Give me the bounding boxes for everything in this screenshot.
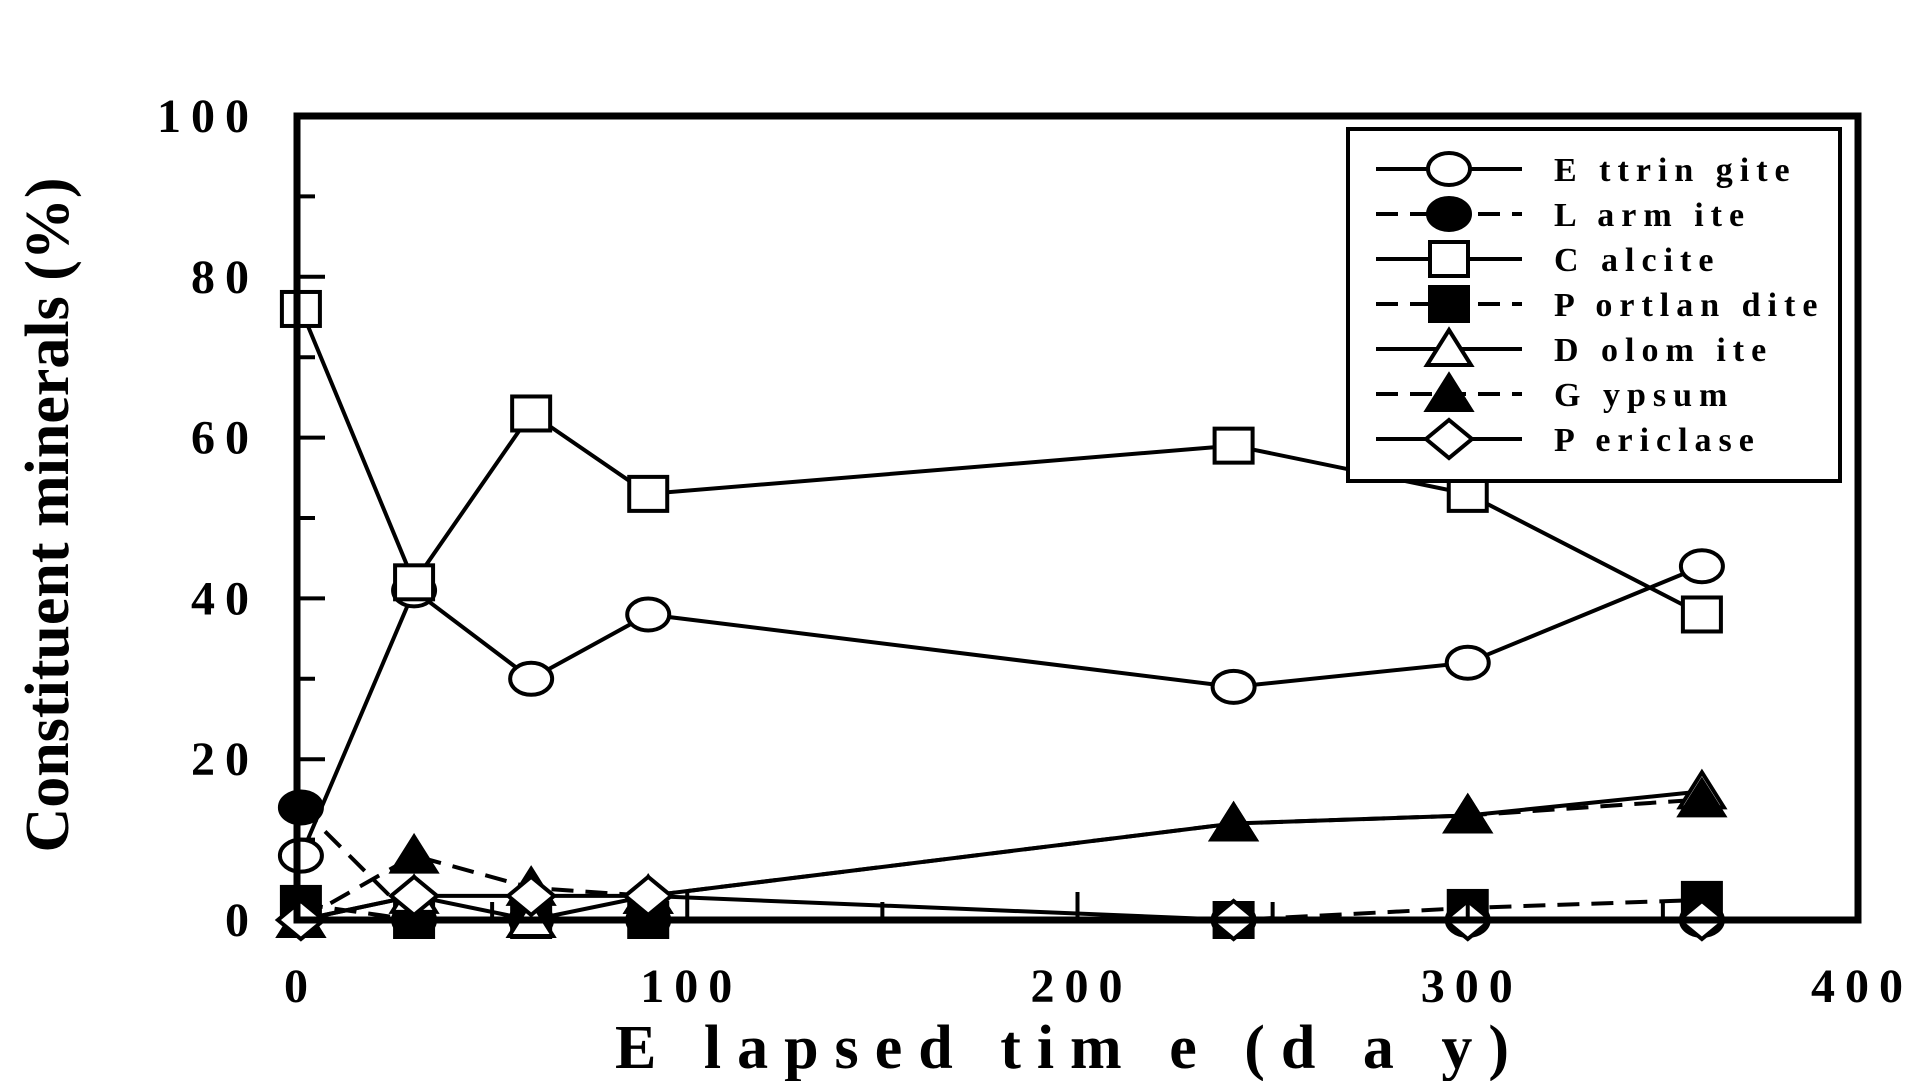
data-point [505, 874, 558, 918]
y-axis-title: Constituent minerals (%) [14, 177, 82, 852]
y-tick-label: 40 [191, 572, 259, 625]
x-tick-label: 100 [640, 960, 742, 1013]
legend-label: G ypsum [1554, 377, 1734, 414]
legend-marker [1423, 326, 1475, 367]
legend-label: E ttrin gite [1554, 152, 1797, 189]
data-point [1444, 644, 1491, 681]
legend-marker [1428, 240, 1470, 278]
legend: E ttrin gite L arm ite C alcite P ortlan di… [1346, 127, 1842, 483]
plot-frame [293, 112, 1862, 924]
x-tick-label: 200 [1031, 960, 1133, 1013]
legend-marker [1426, 196, 1472, 232]
legend-label: L arm ite [1554, 197, 1751, 234]
axes: 0 20 40 60 80 100 0 100 200 300 400 [157, 90, 1913, 1013]
legend-label: C alcite [1554, 242, 1720, 279]
data-point [1678, 548, 1725, 585]
y-tick-label: 20 [191, 733, 259, 786]
data-point [1210, 668, 1257, 705]
data-point [1680, 595, 1723, 634]
data-point [1212, 426, 1255, 465]
y-tick-label: 100 [157, 90, 259, 143]
x-axis-title: E lapsed tim e (d a y) [615, 1014, 1525, 1081]
data-point [627, 474, 670, 513]
x-tick-label: 300 [1421, 960, 1523, 1013]
data-point [1442, 792, 1494, 834]
y-tick-label: 80 [191, 251, 259, 304]
data-point [277, 837, 324, 874]
data-point [625, 596, 672, 633]
data-point [277, 789, 324, 826]
data-point [279, 289, 322, 328]
data-point [1207, 800, 1260, 842]
legend-marker [1426, 151, 1472, 187]
legend-label: P ortlan dite [1554, 287, 1824, 324]
data-point [388, 832, 440, 874]
legend-marker [1428, 285, 1470, 323]
y-tick-label: 0 [225, 894, 259, 947]
data-point [622, 874, 675, 918]
data-point [508, 660, 555, 697]
legend-label: P ericlase [1554, 422, 1761, 459]
data-point [387, 874, 441, 918]
legend-marker [1422, 417, 1476, 461]
data-point [510, 394, 553, 433]
data-point [1676, 776, 1728, 818]
data-point [393, 563, 436, 602]
legend-label: D olom ite [1554, 332, 1773, 369]
y-tick-label: 60 [191, 412, 259, 465]
x-tick-label: 400 [1811, 960, 1913, 1013]
x-tick-label: 0 [284, 960, 318, 1013]
legend-marker [1423, 371, 1475, 412]
